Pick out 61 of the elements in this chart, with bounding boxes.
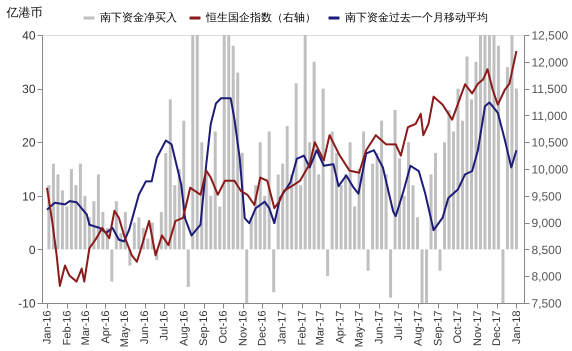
- x-tick-label: Mar-17: [314, 310, 326, 346]
- y-tick-label: 40: [22, 28, 36, 42]
- y2-tick-label: 8,500: [532, 242, 562, 257]
- x-tick-label: Dec-16: [256, 310, 269, 346]
- x-tick-label: May-16: [119, 310, 132, 348]
- legend-label: 南下资金过去一个月移动平均: [345, 11, 488, 24]
- x-tick-label: Jan-16: [42, 310, 54, 344]
- line-series: [46, 97, 518, 242]
- y2-tick-label: 8,000: [532, 270, 562, 284]
- y-tick-label: 0: [28, 242, 36, 257]
- x-tick-label: Oct-16: [217, 310, 230, 344]
- y2-tick-label: 11,000: [532, 108, 568, 123]
- x-tick-label: Jan-18: [510, 310, 523, 344]
- legend-label: 南下资金净买入: [100, 11, 177, 24]
- x-tick-label: Mar-16: [80, 310, 92, 346]
- y2-tick-label: 7,500: [532, 296, 562, 310]
- x-tick-label: Oct-17: [452, 310, 464, 344]
- x-tick-label: Apr-17: [334, 310, 346, 344]
- bar: [272, 249, 276, 292]
- y2-tick-label: 10,000: [532, 162, 569, 176]
- bar: [186, 249, 190, 287]
- x-tick-label: Jan-17: [276, 310, 289, 344]
- bar: [389, 249, 392, 298]
- legend-label: 恒生国企指数（右轴）: [205, 11, 316, 24]
- bar: [326, 249, 330, 276]
- bar: [501, 249, 504, 303]
- y2-tick-label: 9,500: [532, 189, 562, 204]
- y2-tick-label: 12,500: [532, 28, 569, 42]
- x-tick-label: Jul-17: [392, 310, 405, 340]
- x-tick-label: Nov-17: [472, 310, 484, 346]
- x-tick-label: Sep-16: [198, 310, 210, 346]
- x-tick-label: Sep-17: [432, 310, 445, 346]
- bar: [394, 110, 397, 250]
- bar: [366, 249, 370, 271]
- bar: [330, 131, 334, 250]
- y-axis-title: 亿港币: [6, 6, 42, 20]
- y2-tick-label: 10,500: [532, 136, 569, 150]
- x-tick-label: Apr-16: [100, 310, 112, 344]
- bar: [214, 131, 217, 250]
- y2-tick-label: 12,000: [532, 55, 569, 70]
- bar: [245, 249, 248, 303]
- bar: [420, 249, 424, 303]
- bar: [110, 249, 114, 282]
- x-tick-label: Jun-17: [374, 310, 386, 344]
- line-series: [46, 50, 518, 287]
- x-tick-label: Feb-17: [296, 310, 308, 346]
- y-tick-label: 30: [22, 82, 36, 96]
- x-tick-label: Jul-16: [158, 310, 170, 340]
- x-tick-label: Aug-16: [178, 310, 190, 346]
- x-tick-label: Aug-17: [412, 310, 425, 346]
- y-tick-label: 10: [22, 189, 36, 204]
- x-tick-label: May-17: [354, 310, 366, 348]
- y-tick-label: -10: [18, 296, 36, 310]
- y2-tick-label: 9,000: [532, 216, 562, 230]
- x-tick-label: Feb-16: [61, 310, 74, 346]
- x-tick-label: Jun-16: [139, 310, 152, 344]
- x-tick-label: Dec-17: [491, 310, 504, 346]
- y-tick-label: 20: [22, 136, 36, 150]
- bar: [438, 249, 442, 271]
- x-tick-label: Nov-16: [237, 310, 250, 346]
- y2-tick-label: 11,500: [532, 82, 568, 96]
